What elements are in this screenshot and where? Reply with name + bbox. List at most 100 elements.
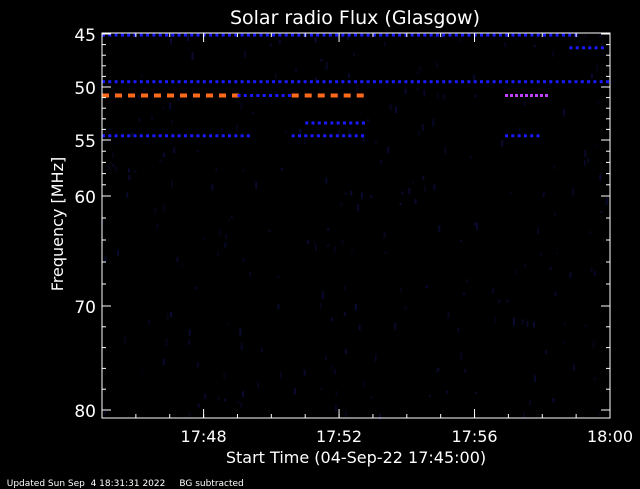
emission-dash bbox=[480, 80, 483, 84]
noise-speck bbox=[116, 250, 119, 257]
noise-speck bbox=[173, 147, 176, 154]
emission-dash bbox=[180, 93, 187, 98]
noise-speck bbox=[428, 394, 431, 398]
noise-speck bbox=[341, 239, 344, 246]
emission-dash bbox=[536, 33, 540, 37]
emission-dash bbox=[317, 93, 325, 98]
noise-speck bbox=[351, 248, 354, 252]
emission-dash bbox=[361, 121, 365, 125]
noise-speck bbox=[257, 382, 260, 389]
emission-dash bbox=[190, 33, 194, 37]
noise-speck bbox=[443, 93, 446, 100]
emission-dash bbox=[165, 134, 168, 138]
emission-dash bbox=[190, 134, 194, 138]
noise-speck bbox=[523, 101, 526, 106]
noise-speck bbox=[102, 220, 105, 226]
emission-dash bbox=[423, 33, 427, 37]
noise-speck bbox=[186, 34, 189, 42]
noise-speck bbox=[587, 158, 590, 163]
emission-dash bbox=[215, 33, 219, 37]
noise-speck bbox=[196, 362, 199, 368]
emission-dash bbox=[165, 33, 168, 37]
emission-dash bbox=[206, 93, 213, 98]
noise-speck bbox=[219, 229, 222, 237]
emission-dash bbox=[404, 33, 408, 37]
emission-dash bbox=[228, 80, 231, 84]
noise-speck bbox=[583, 159, 586, 166]
emission-dash bbox=[580, 80, 584, 84]
emission-dash bbox=[102, 134, 105, 138]
emission-dash bbox=[385, 33, 389, 37]
noise-speck bbox=[597, 101, 600, 105]
emission-dash bbox=[354, 33, 357, 37]
noise-speck bbox=[215, 167, 218, 171]
emission-dash bbox=[417, 80, 420, 84]
noise-speck bbox=[445, 390, 448, 394]
noise-speck bbox=[344, 410, 347, 418]
noise-speck bbox=[404, 88, 407, 95]
x-tick-label: 17:56 bbox=[451, 427, 497, 446]
emission-dash bbox=[114, 33, 118, 37]
footer: Updated Sun Sep 4 18:31:31 2022 BG subtra… bbox=[1, 469, 258, 489]
noise-speck bbox=[304, 142, 306, 145]
emission-dash bbox=[154, 93, 161, 98]
noise-speck bbox=[389, 103, 392, 111]
noise-speck bbox=[240, 343, 243, 350]
noise-speck bbox=[366, 119, 369, 122]
noise-speck bbox=[321, 291, 324, 299]
emission-dash bbox=[311, 121, 315, 125]
noise-speck bbox=[584, 324, 587, 327]
noise-speck bbox=[165, 338, 168, 346]
emission-dash bbox=[435, 33, 439, 37]
emission-dash bbox=[228, 33, 231, 37]
emission-dash bbox=[505, 33, 509, 37]
noise-speck bbox=[159, 159, 162, 162]
emission-dash bbox=[543, 80, 546, 84]
noise-speck bbox=[223, 373, 226, 379]
noise-speck bbox=[221, 127, 224, 132]
x-tick-label: 17:48 bbox=[181, 427, 227, 446]
noise-speck bbox=[358, 325, 361, 331]
emission-dash bbox=[120, 33, 124, 37]
emission-dash bbox=[536, 134, 540, 138]
noise-speck bbox=[230, 215, 233, 219]
emission-dash bbox=[114, 134, 118, 138]
noise-speck bbox=[320, 58, 323, 62]
emission-dash bbox=[253, 33, 257, 37]
noise-speck bbox=[141, 372, 144, 375]
noise-speck bbox=[217, 250, 220, 257]
noise-speck bbox=[327, 228, 330, 231]
emission-dash bbox=[549, 80, 553, 84]
noise-speck bbox=[163, 204, 166, 212]
emission-dash bbox=[511, 33, 515, 37]
background-noise bbox=[102, 33, 608, 420]
emission-dash bbox=[291, 80, 294, 84]
noise-speck bbox=[239, 328, 242, 336]
noise-speck bbox=[395, 106, 397, 113]
noise-speck bbox=[476, 222, 479, 231]
noise-speck bbox=[563, 323, 566, 326]
emission-dash bbox=[253, 80, 257, 84]
noise-speck bbox=[494, 316, 497, 323]
emission-dash bbox=[265, 80, 269, 84]
emission-dash bbox=[215, 134, 219, 138]
emission-dash bbox=[525, 94, 528, 97]
noise-speck bbox=[523, 412, 525, 419]
noise-speck bbox=[370, 195, 373, 198]
emission-dash bbox=[530, 33, 534, 37]
noise-speck bbox=[552, 398, 555, 403]
noise-speck bbox=[224, 398, 227, 402]
noise-speck bbox=[127, 168, 130, 173]
emission-dash bbox=[152, 33, 156, 37]
noise-speck bbox=[556, 251, 559, 255]
noise-speck bbox=[383, 231, 386, 239]
noise-speck bbox=[549, 267, 552, 270]
y-tick-label: 70 bbox=[74, 298, 96, 318]
emission-dash bbox=[196, 134, 200, 138]
emission-dash bbox=[146, 80, 150, 84]
noise-speck bbox=[151, 114, 154, 122]
noise-speck bbox=[195, 286, 198, 290]
noise-speck bbox=[344, 192, 347, 195]
noise-speck bbox=[225, 233, 228, 240]
